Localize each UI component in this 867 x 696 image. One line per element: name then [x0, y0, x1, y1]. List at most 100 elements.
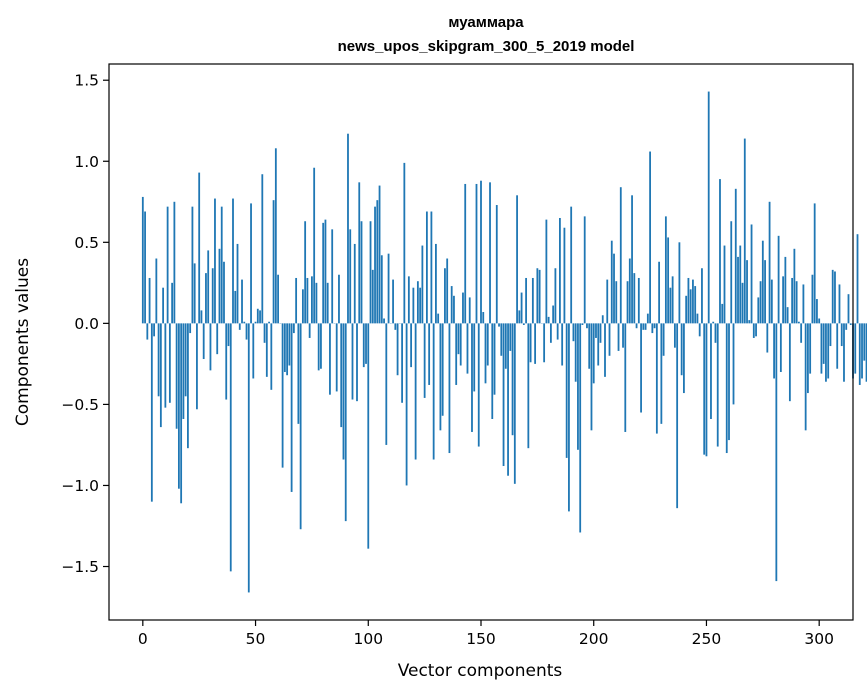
bar-155: [491, 323, 494, 419]
bar-154: [489, 182, 491, 324]
bar-26: [200, 310, 203, 324]
bar-272: [755, 323, 757, 337]
bar-12: [168, 323, 171, 403]
bar-153: [486, 323, 489, 366]
bar-278: [768, 201, 771, 324]
bar-119: [410, 323, 413, 368]
bar-208: [610, 240, 613, 324]
bar-256: [719, 179, 721, 324]
bar-197: [586, 323, 588, 329]
bar-220: [637, 277, 640, 324]
bar-241: [685, 295, 688, 324]
bar-111: [392, 279, 394, 324]
bar-170: [525, 277, 527, 324]
bar-101: [369, 221, 372, 324]
bar-161: [504, 323, 507, 369]
bar-196: [583, 216, 586, 324]
bar-83: [329, 323, 331, 395]
bar-176: [538, 269, 541, 324]
bar-286: [786, 307, 789, 324]
bar-261: [730, 221, 733, 324]
bar-281: [775, 323, 778, 582]
bar-22: [191, 206, 194, 324]
bar-21: [189, 323, 192, 334]
bar-4: [150, 323, 153, 502]
bar-25: [198, 172, 201, 324]
bar-3: [148, 277, 151, 324]
bar-86: [335, 323, 338, 392]
bar-232: [664, 216, 667, 324]
bar-69: [297, 323, 300, 424]
bar-185: [559, 217, 561, 324]
bar-107: [383, 318, 385, 324]
bar-115: [401, 323, 403, 403]
bar-13: [171, 282, 174, 324]
y-tick-label: 0.0: [74, 315, 99, 333]
bar-274: [759, 281, 762, 324]
bar-66: [290, 323, 293, 492]
bar-47: [247, 323, 250, 593]
bar-71: [301, 289, 304, 324]
bar-60: [277, 274, 279, 324]
bar-212: [619, 187, 622, 324]
bar-223: [644, 323, 647, 330]
bar-179: [545, 219, 548, 324]
bar-77: [315, 282, 318, 324]
bar-50: [254, 321, 257, 324]
y-tick-label: −1.0: [61, 477, 99, 495]
bar-84: [331, 229, 334, 324]
bar-217: [631, 195, 633, 324]
y-tick-label: 1.0: [74, 153, 99, 171]
x-tick-label: 100: [353, 630, 383, 648]
bar-141: [459, 323, 462, 366]
x-tick-label: 0: [138, 630, 148, 648]
bar-246: [696, 313, 699, 324]
bar-39: [229, 323, 232, 572]
bar-88: [340, 323, 343, 428]
bar-159: [500, 323, 503, 356]
bar-6: [155, 258, 158, 324]
bar-264: [737, 256, 739, 324]
bar-268: [746, 260, 748, 324]
bar-301: [820, 323, 823, 374]
bar-19: [184, 323, 187, 397]
bar-124: [421, 245, 424, 324]
bar-45: [243, 321, 246, 324]
bar-117: [405, 323, 408, 486]
bar-302: [822, 323, 825, 364]
bar-10: [164, 323, 167, 408]
bar-2: [146, 323, 149, 340]
bar-67: [292, 323, 295, 334]
bar-58: [272, 200, 275, 324]
bar-52: [259, 310, 261, 324]
bar-44: [241, 279, 243, 324]
bar-175: [536, 268, 539, 324]
bar-164: [511, 323, 514, 436]
bar-57: [270, 323, 273, 390]
bar-258: [723, 245, 726, 324]
bar-133: [441, 323, 444, 416]
bar-171: [527, 323, 530, 449]
bar-8: [159, 323, 162, 428]
bar-36: [223, 261, 225, 324]
bar-112: [394, 323, 397, 330]
bar-63: [283, 323, 286, 372]
bar-149: [477, 323, 480, 447]
bar-244: [692, 279, 694, 324]
bar-23: [193, 263, 196, 324]
bar-299: [816, 299, 818, 324]
bar-303: [825, 323, 827, 382]
bar-219: [635, 323, 638, 329]
bar-142: [462, 292, 464, 324]
bar-228: [655, 323, 658, 434]
x-tick-label: 150: [466, 630, 496, 648]
bar-122: [416, 281, 419, 324]
bar-289: [793, 248, 796, 324]
bar-49: [252, 323, 255, 379]
bar-125: [423, 323, 426, 398]
bar-277: [766, 323, 769, 353]
bar-20: [187, 323, 189, 449]
bar-56: [268, 321, 270, 324]
x-tick-label: 250: [692, 630, 722, 648]
y-tick-label: −0.5: [61, 396, 99, 414]
